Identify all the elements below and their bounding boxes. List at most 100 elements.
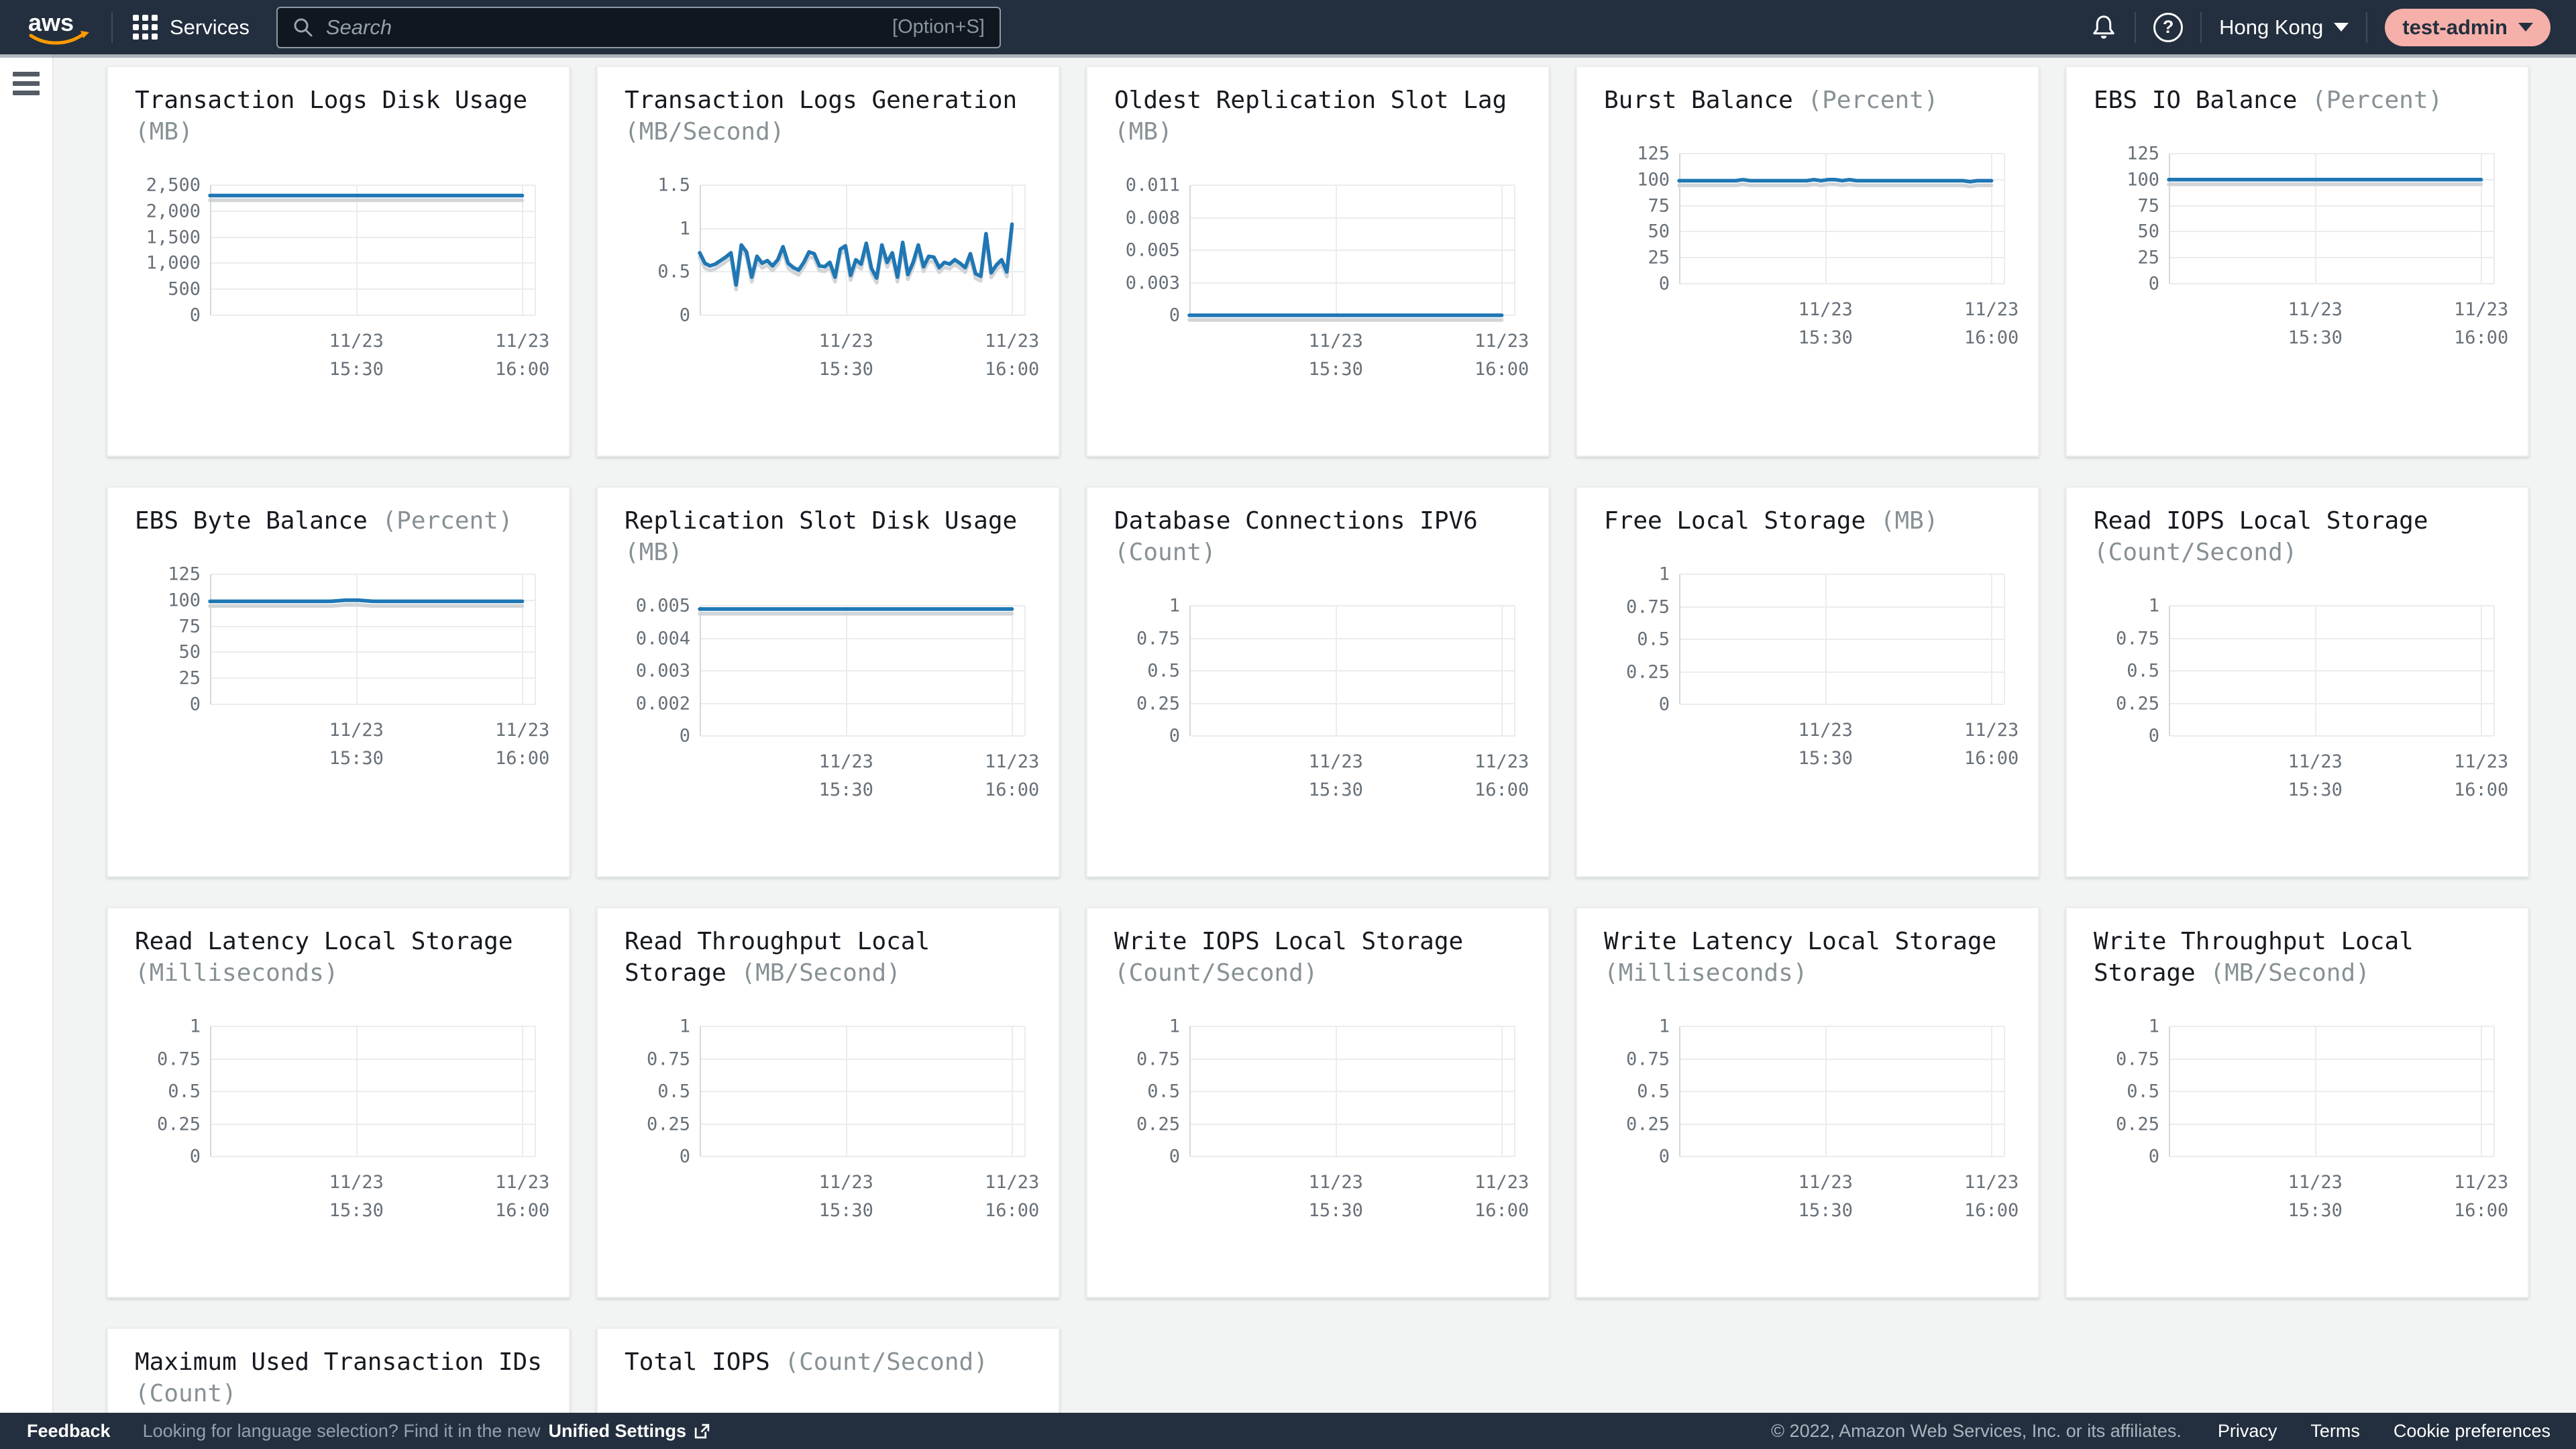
menu-hamburger-button[interactable] — [13, 72, 40, 95]
metric-card: Transaction Logs Generation (MB/Second) 1… — [596, 66, 1060, 457]
y-axis-tick-label: 0.003 — [635, 660, 690, 682]
gridline-horizontal — [1680, 1058, 2004, 1060]
y-axis-tick-label: 0.75 — [1136, 628, 1180, 649]
privacy-link[interactable]: Privacy — [2217, 1420, 2277, 1441]
y-axis-tick-label: 2,500 — [146, 174, 201, 196]
metric-card: Write Latency Local Storage (Millisecond… — [1576, 907, 2039, 1298]
x-axis-tick-label: 11/23 15:30 — [329, 327, 384, 384]
x-axis-tick-label: 11/23 16:00 — [1474, 327, 1529, 384]
metric-unit-text: (MB) — [135, 118, 193, 146]
y-axis-tick-label: 75 — [2137, 195, 2159, 217]
metric-line-series — [2167, 178, 2483, 186]
y-axis-tick-label: 0 — [679, 1146, 690, 1167]
metric-unit-text: (Percent) — [1807, 87, 1939, 114]
gridline-horizontal — [1680, 1156, 2004, 1157]
x-tick-date: 11/23 — [2453, 299, 2509, 320]
gridline-horizontal — [211, 210, 535, 212]
unified-settings-link[interactable]: Unified Settings — [548, 1421, 711, 1442]
region-selector[interactable]: Hong Kong — [2219, 15, 2349, 40]
x-tick-date: 11/23 — [984, 331, 1040, 352]
y-axis-tick-label: 0.75 — [2115, 628, 2159, 649]
x-axis-tick-label: 11/23 15:30 — [329, 1169, 384, 1225]
y-axis-tick-label: 100 — [1637, 169, 1670, 191]
notifications-button[interactable] — [2090, 14, 2117, 41]
x-tick-time: 16:00 — [1964, 1200, 2019, 1221]
x-tick-time: 15:30 — [818, 1200, 873, 1221]
gridline-vertical — [1336, 1026, 1338, 1157]
gridline-horizontal — [211, 315, 535, 316]
x-axis-tick-label: 11/23 15:30 — [1799, 716, 1853, 773]
gridline-horizontal — [1191, 1091, 1515, 1092]
x-axis-tick-label: 11/23 16:00 — [1474, 748, 1529, 804]
y-axis-tick-label: 0.25 — [156, 1114, 201, 1134]
x-axis-tick-label: 11/23 16:00 — [1964, 1169, 2019, 1225]
y-axis-tick-label: 0.004 — [635, 628, 690, 649]
gridline-horizontal — [1680, 671, 2004, 673]
chart-area: 1 0.75 0.5 0.25 0 11/23 15:30 11/23 16:00 — [1626, 1016, 2019, 1222]
metric-title-text: EBS Byte Balance — [135, 507, 368, 535]
chart-plot — [210, 1026, 536, 1157]
gridline-vertical — [2315, 606, 2317, 736]
terms-link[interactable]: Terms — [2310, 1420, 2360, 1441]
metric-card-title: Maximum Used Transaction IDs (Count) — [135, 1346, 542, 1409]
x-tick-time: 16:00 — [2453, 327, 2509, 348]
metric-card-title: Oldest Replication Slot Lag (MB) — [1114, 85, 1521, 148]
x-tick-date: 11/23 — [1474, 1172, 1529, 1193]
feedback-button[interactable]: Feedback — [27, 1420, 111, 1441]
help-button[interactable]: ? — [2153, 12, 2184, 42]
metric-card: Write IOPS Local Storage (Count/Second) 1… — [1086, 907, 1550, 1298]
y-axis-tick-label: 0.005 — [1125, 239, 1180, 261]
gridline-vertical — [535, 574, 536, 704]
metric-card: Read Throughput Local Storage (MB/Second… — [596, 907, 1060, 1298]
x-tick-time: 15:30 — [1798, 748, 1853, 769]
gridline-vertical — [1990, 154, 1992, 284]
y-axis-tick-label: 0 — [1658, 694, 1670, 715]
metric-unit-text: (MB/Second) — [2210, 959, 2370, 987]
gridline-vertical — [1011, 1026, 1013, 1157]
gridline-horizontal — [211, 262, 535, 264]
metric-title-text: Transaction Logs Generation — [625, 87, 1018, 114]
gridline-horizontal — [1191, 1058, 1515, 1060]
cookie-preferences-link[interactable]: Cookie preferences — [2393, 1420, 2551, 1441]
topbar-divider — [2135, 11, 2137, 43]
y-axis-tick-label: 0 — [679, 725, 690, 747]
y-axis-tick-label: 0.5 — [1147, 1081, 1180, 1102]
gridline-vertical — [1825, 154, 1827, 284]
y-axis-tick-label: 0.25 — [1625, 661, 1670, 682]
services-menu-button[interactable]: Services — [133, 15, 250, 40]
gridline-vertical — [1011, 185, 1013, 315]
chart-plot — [700, 1026, 1026, 1157]
metric-title-text: Oldest Replication Slot Lag — [1114, 87, 1507, 114]
x-axis-tick-label: 11/23 16:00 — [2454, 748, 2508, 804]
x-tick-time: 15:30 — [1308, 1200, 1363, 1221]
y-axis-tick-label: 0.005 — [635, 595, 690, 616]
aws-logo[interactable]: aws — [27, 8, 91, 47]
x-tick-time: 16:00 — [984, 1200, 1040, 1221]
gridline-horizontal — [2170, 1026, 2494, 1027]
gridline-vertical — [1011, 606, 1013, 736]
gridline-vertical — [1825, 1026, 1827, 1157]
metric-line-series — [698, 222, 1014, 292]
chart-plot — [2169, 1026, 2495, 1157]
gridline-horizontal — [1191, 1156, 1515, 1157]
y-axis-tick-label: 125 — [1637, 143, 1670, 164]
metric-card-title: Transaction Logs Disk Usage (MB) — [135, 85, 542, 148]
search-shortcut-hint: [Option+S] — [892, 16, 985, 38]
metric-card: Database Connections IPV6 (Count) 1 0.75 0.… — [1086, 486, 1550, 877]
x-tick-time: 16:00 — [1474, 359, 1529, 380]
aws-logo-text: aws — [28, 9, 74, 36]
y-axis-tick-label: 0 — [189, 305, 201, 326]
gridline-horizontal — [701, 1156, 1025, 1157]
y-axis-tick-label: 1 — [679, 218, 690, 239]
search-input[interactable]: Search [Option+S] — [276, 6, 1001, 48]
gridline-horizontal — [1191, 1123, 1515, 1125]
gridline-horizontal — [1680, 639, 2004, 640]
x-axis-tick-label: 11/23 15:30 — [2288, 296, 2343, 352]
metric-title-text: Database Connections IPV6 — [1114, 507, 1478, 535]
x-tick-date: 11/23 — [2288, 751, 2343, 772]
x-tick-time: 16:00 — [494, 359, 550, 380]
account-menu-button[interactable]: test-admin — [2385, 8, 2551, 46]
x-tick-date: 11/23 — [1474, 331, 1529, 352]
gridline-vertical — [521, 574, 523, 704]
gridline-horizontal — [2170, 153, 2494, 154]
